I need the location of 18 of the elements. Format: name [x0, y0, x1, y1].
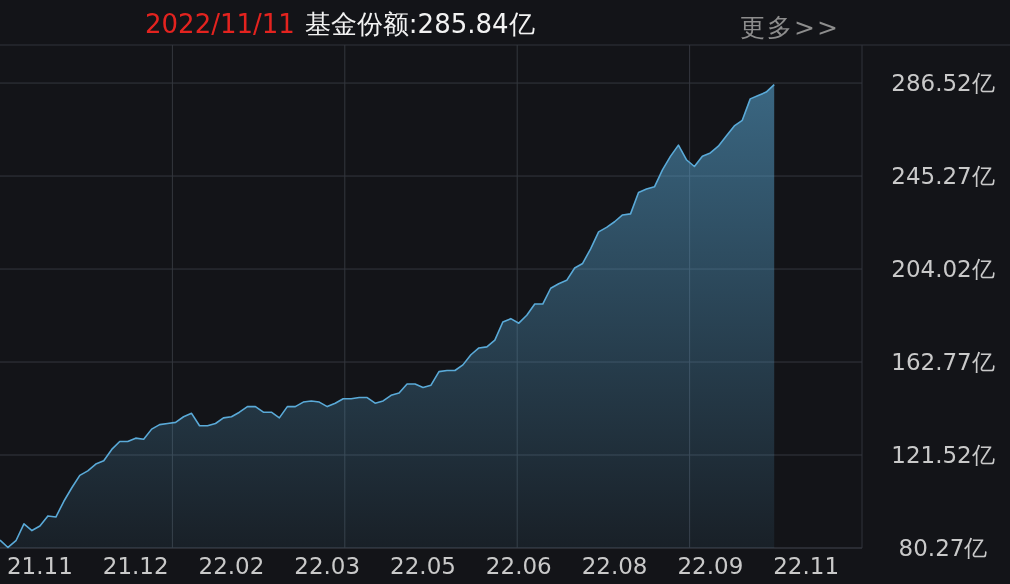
- y-tick-label: 286.52亿: [891, 70, 995, 97]
- y-tick-label: 162.77亿: [891, 349, 995, 376]
- chart-title: 2022/11/11: [145, 9, 295, 39]
- x-tick-label: 22.09: [677, 553, 744, 579]
- y-tick-label: 245.27亿: [891, 163, 995, 190]
- x-tick-label: 22.03: [294, 553, 361, 579]
- x-tick-label: 22.06: [485, 553, 552, 579]
- x-tick-label: 21.12: [102, 553, 169, 579]
- x-tick-label: 22.05: [390, 553, 456, 579]
- y-tick-label: 204.02亿: [891, 256, 995, 283]
- text: 更多>>: [740, 12, 840, 42]
- chart-subtitle: 基金份额:285.84亿: [304, 9, 535, 39]
- y-tick-label: 121.52亿: [891, 442, 995, 469]
- x-tick-label: 22.11: [773, 553, 840, 579]
- x-tick-label: 22.08: [581, 553, 648, 579]
- x-tick-label: 22.02: [198, 553, 265, 579]
- x-tick-label: 21.11: [6, 553, 73, 579]
- y-tick-label: 80.27亿: [898, 535, 988, 561]
